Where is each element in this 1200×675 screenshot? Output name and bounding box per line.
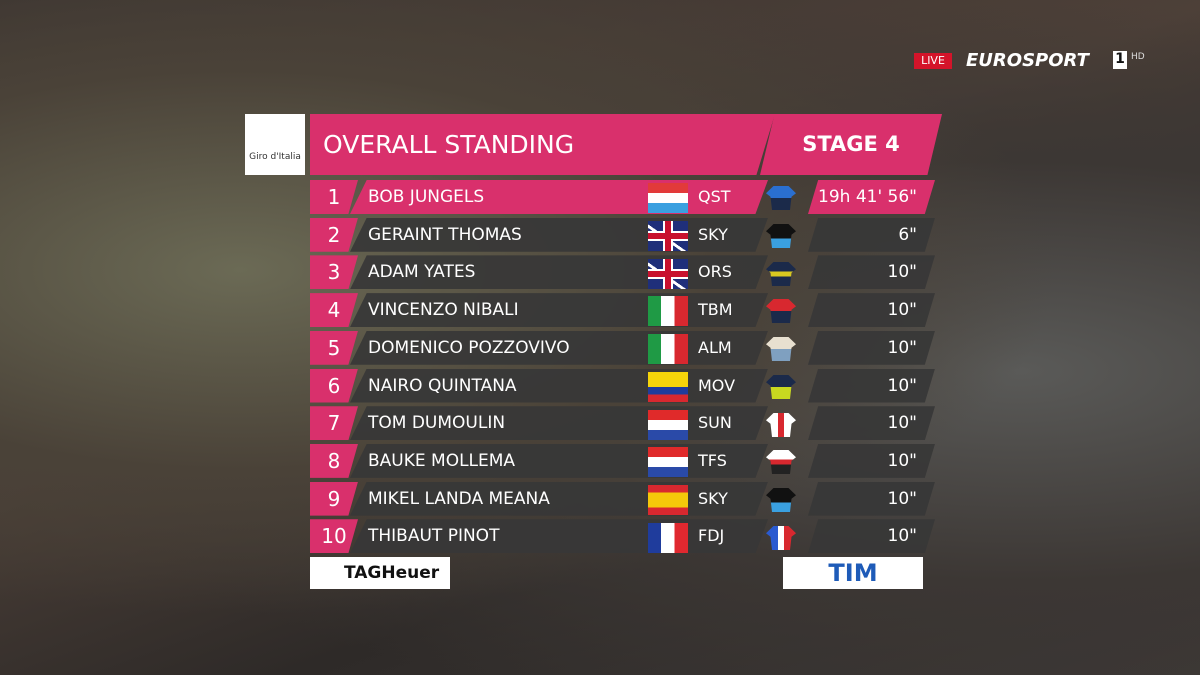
- time: 10": [808, 443, 935, 478]
- jersey: [766, 488, 796, 512]
- hd-mark: HD: [1131, 52, 1145, 62]
- stage-label: STAGE 4: [760, 114, 942, 175]
- time: 6": [808, 217, 935, 252]
- flag: [648, 296, 688, 326]
- channel-name: EUROSPORT: [966, 50, 1089, 71]
- rank: 1: [310, 180, 358, 214]
- jersey: [766, 299, 796, 323]
- rider-name: NAIRO QUINTANA: [350, 368, 768, 403]
- team: MOV: [698, 375, 736, 395]
- time: 10": [808, 368, 935, 403]
- time: 10": [808, 406, 935, 441]
- rank: 4: [310, 293, 358, 328]
- channel-number: 1: [1113, 51, 1127, 69]
- flag: [648, 259, 688, 289]
- jersey: [766, 262, 796, 286]
- title: OVERALL STANDING: [310, 114, 775, 175]
- rider-name: MIKEL LANDA MEANA: [350, 481, 768, 516]
- jersey: [766, 526, 796, 550]
- team: SKY: [698, 224, 728, 244]
- rank: 9: [310, 481, 358, 516]
- rank: 2: [310, 217, 358, 252]
- team: TBM: [698, 300, 733, 320]
- flag: [648, 410, 688, 440]
- flag: [648, 183, 688, 213]
- rank: 7: [310, 406, 358, 441]
- sponsor-tagheuer: TAGHeuer: [310, 557, 450, 589]
- flag: [648, 372, 688, 402]
- team: SKY: [698, 488, 728, 508]
- team: FDJ: [698, 526, 725, 546]
- rank: 6: [310, 368, 358, 403]
- flag: [648, 221, 688, 251]
- rider-name: BAUKE MOLLEMA: [350, 443, 768, 478]
- jersey: [766, 450, 796, 474]
- live-badge: LIVE: [914, 53, 952, 69]
- rider-name: TOM DUMOULIN: [350, 406, 768, 441]
- team: SUN: [698, 413, 732, 433]
- rank: 10: [310, 519, 358, 554]
- jersey: [766, 224, 796, 248]
- rank: 8: [310, 443, 358, 478]
- rider-name: VINCENZO NIBALI: [350, 293, 768, 328]
- rank: 5: [310, 330, 358, 365]
- team: ORS: [698, 262, 732, 282]
- team: ALM: [698, 337, 732, 357]
- jersey: [766, 337, 796, 361]
- rider-name: THIBAUT PINOT: [350, 519, 768, 554]
- giro-logo: Giro d'Italia: [245, 114, 305, 175]
- rider-name: BOB JUNGELS: [350, 180, 768, 214]
- team: QST: [698, 187, 731, 206]
- time: 10": [808, 293, 935, 328]
- rider-name: DOMENICO POZZOVIVO: [350, 330, 768, 365]
- flag: [648, 485, 688, 515]
- sponsor-tim: TIM: [783, 557, 923, 589]
- rider-name: GERAINT THOMAS: [350, 217, 768, 252]
- rank: 3: [310, 255, 358, 290]
- flag: [648, 447, 688, 477]
- time: 10": [808, 255, 935, 290]
- jersey: [766, 186, 796, 210]
- jersey: [766, 375, 796, 399]
- time: 10": [808, 330, 935, 365]
- flag: [648, 334, 688, 364]
- time: 10": [808, 481, 935, 516]
- time: 10": [808, 519, 935, 554]
- flag: [648, 523, 688, 553]
- rider-name: ADAM YATES: [350, 255, 768, 290]
- time: 19h 41' 56": [808, 180, 935, 214]
- jersey: [766, 413, 796, 437]
- team: TFS: [698, 450, 727, 470]
